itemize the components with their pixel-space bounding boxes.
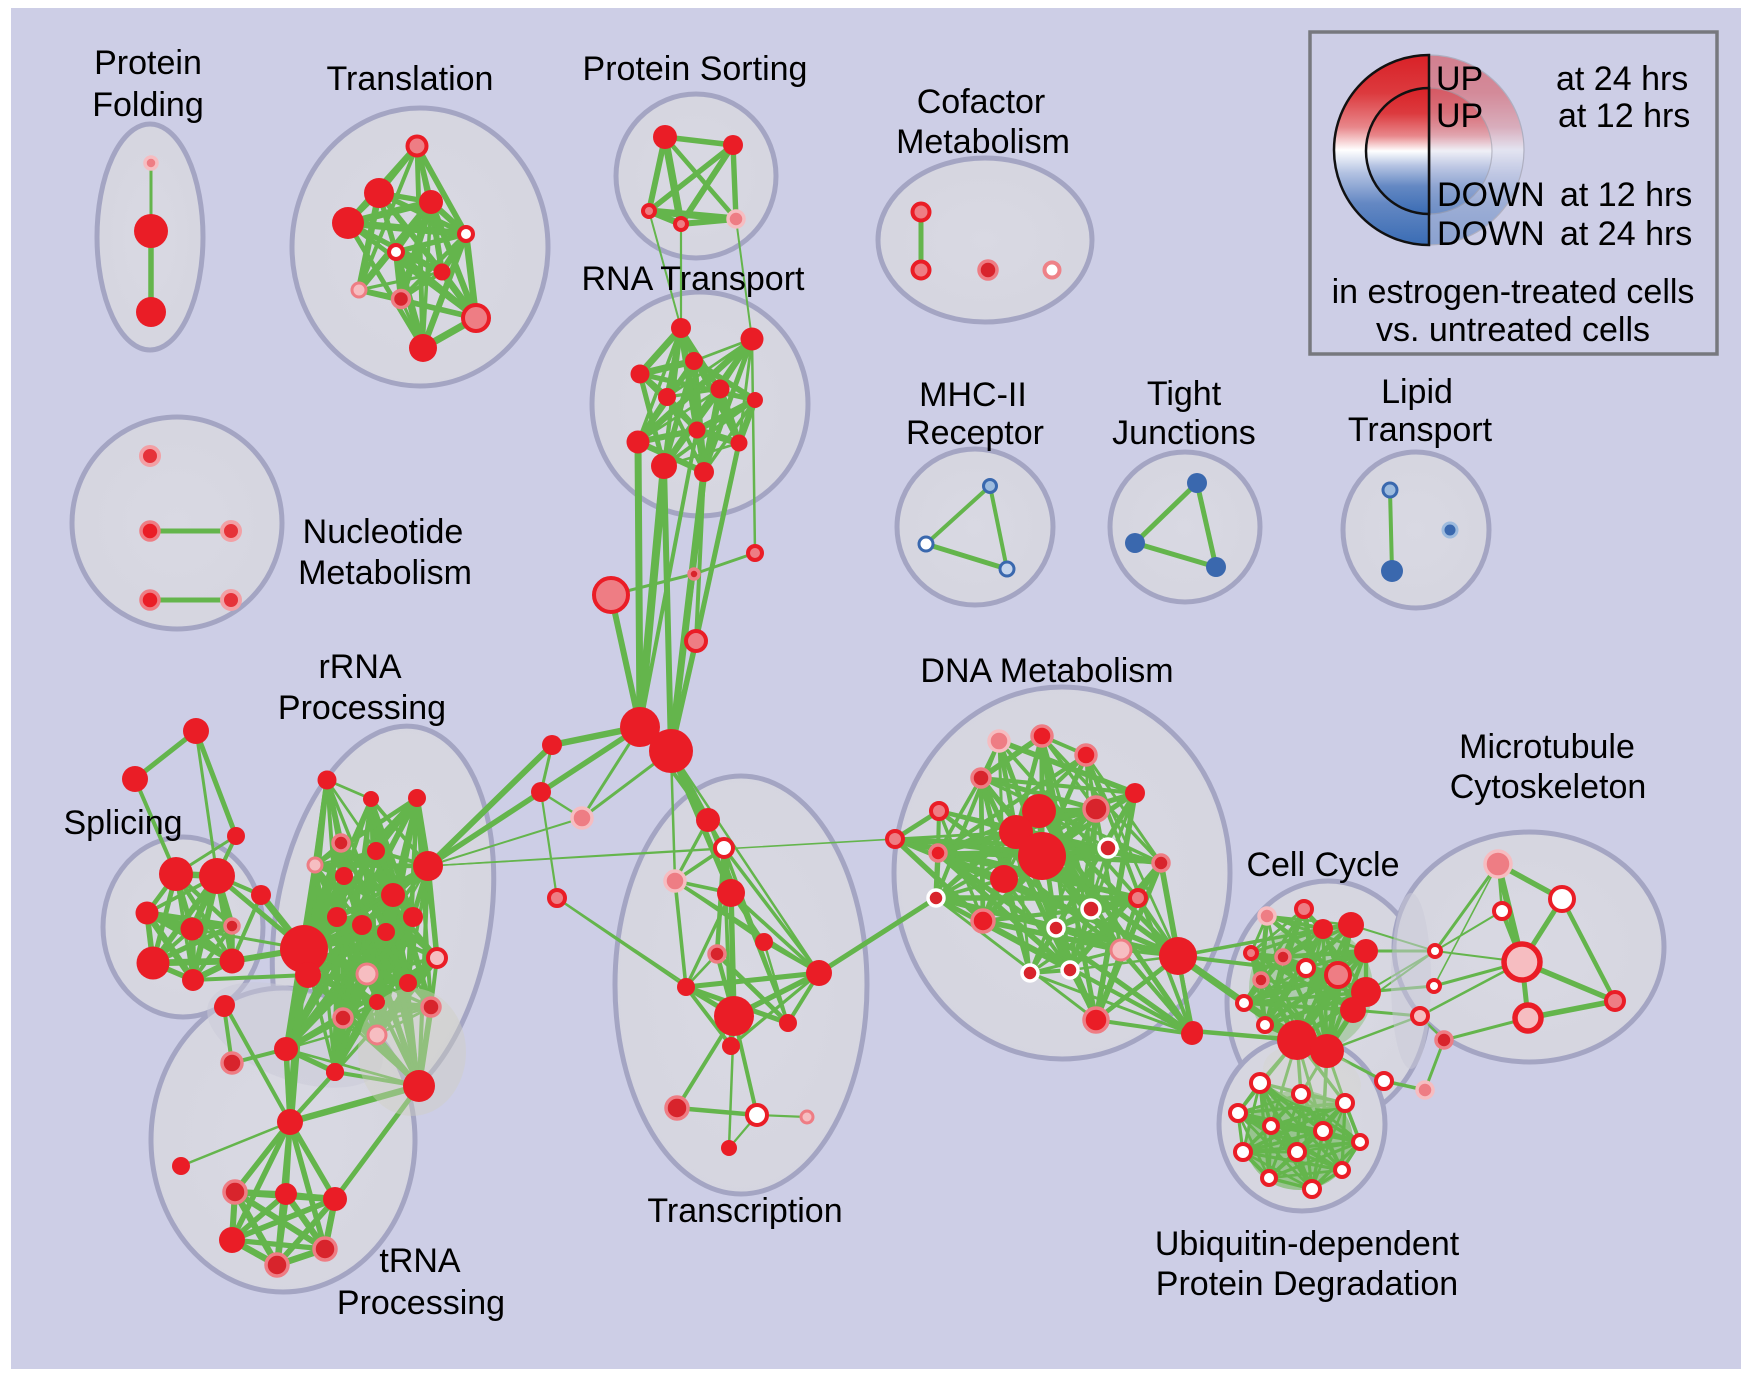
svg-text:DOWN: DOWN xyxy=(1437,215,1545,253)
svg-text:at 24 hrs: at 24 hrs xyxy=(1556,60,1688,98)
svg-text:rRNA: rRNA xyxy=(318,648,401,686)
svg-text:Microtubule: Microtubule xyxy=(1459,728,1635,766)
svg-text:Translation: Translation xyxy=(327,60,494,98)
svg-text:tRNA: tRNA xyxy=(379,1242,461,1280)
svg-text:in estrogen-treated cells: in estrogen-treated cells xyxy=(1332,273,1695,311)
svg-text:RNA Transport: RNA Transport xyxy=(582,260,806,298)
svg-text:Receptor: Receptor xyxy=(906,414,1044,452)
svg-text:Cytoskeleton: Cytoskeleton xyxy=(1450,768,1647,806)
svg-text:Junctions: Junctions xyxy=(1112,414,1256,452)
svg-text:Tight: Tight xyxy=(1147,375,1222,413)
svg-text:Protein Sorting: Protein Sorting xyxy=(583,50,808,88)
svg-text:Protein Degradation: Protein Degradation xyxy=(1156,1265,1458,1303)
svg-text:MHC-II: MHC-II xyxy=(919,376,1027,414)
svg-text:Processing: Processing xyxy=(337,1284,505,1322)
svg-text:at 24 hrs: at 24 hrs xyxy=(1560,215,1692,253)
svg-text:Protein: Protein xyxy=(94,44,202,82)
svg-text:Nucleotide: Nucleotide xyxy=(303,513,464,551)
svg-text:Processing: Processing xyxy=(278,689,446,727)
svg-text:Transport: Transport xyxy=(1348,411,1493,449)
svg-text:Transcription: Transcription xyxy=(647,1192,842,1230)
svg-text:at 12 hrs: at 12 hrs xyxy=(1558,97,1690,135)
svg-text:Folding: Folding xyxy=(92,86,204,124)
svg-text:Metabolism: Metabolism xyxy=(298,554,472,592)
svg-text:UP: UP xyxy=(1436,60,1483,98)
svg-text:Lipid: Lipid xyxy=(1381,373,1453,411)
svg-text:at 12 hrs: at 12 hrs xyxy=(1560,176,1692,214)
svg-text:UP: UP xyxy=(1436,97,1483,135)
svg-text:Cofactor: Cofactor xyxy=(917,83,1046,121)
svg-text:DNA Metabolism: DNA Metabolism xyxy=(920,652,1173,690)
svg-text:vs. untreated cells: vs. untreated cells xyxy=(1376,311,1650,349)
svg-text:DOWN: DOWN xyxy=(1437,176,1545,214)
svg-text:Splicing: Splicing xyxy=(63,804,182,842)
svg-text:Ubiquitin-dependent: Ubiquitin-dependent xyxy=(1155,1225,1460,1263)
svg-text:Metabolism: Metabolism xyxy=(896,123,1070,161)
svg-text:Cell Cycle: Cell Cycle xyxy=(1246,846,1399,884)
